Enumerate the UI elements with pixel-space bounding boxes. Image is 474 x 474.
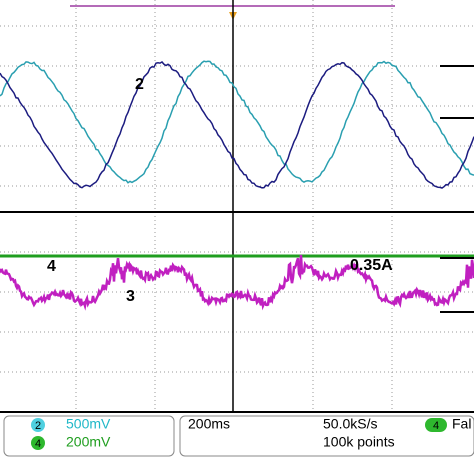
sample-rate: 50.0kS/s	[323, 416, 377, 432]
measurement-label: 0.35A	[350, 257, 393, 274]
channel-badge	[31, 436, 45, 450]
waveform	[0, 61, 474, 189]
waveform	[0, 60, 474, 184]
status-bar	[0, 414, 474, 474]
channel-badge-text: 2	[35, 420, 41, 432]
channel-badge-text: 4	[35, 438, 41, 450]
waveforms	[0, 60, 474, 311]
trigger-badge	[425, 418, 447, 432]
grid	[0, 0, 474, 412]
timebase: 200ms	[188, 416, 230, 432]
channel-scale: 500mV	[66, 416, 111, 432]
trace-label: 2	[135, 76, 144, 93]
trigger-badge-text: 4	[433, 420, 439, 432]
waveform	[0, 254, 474, 311]
trigger-slope: Fal	[452, 416, 471, 432]
channel-box	[3, 415, 175, 457]
channel-badge	[31, 418, 45, 432]
record-length: 100k points	[323, 434, 395, 450]
channel-scale: 200mV	[66, 434, 111, 450]
ref-markers	[440, 65, 474, 313]
trace-label: 3	[126, 288, 135, 305]
acquisition-box	[179, 415, 474, 457]
trace-label: 4	[47, 258, 56, 275]
plot-area	[0, 0, 474, 412]
